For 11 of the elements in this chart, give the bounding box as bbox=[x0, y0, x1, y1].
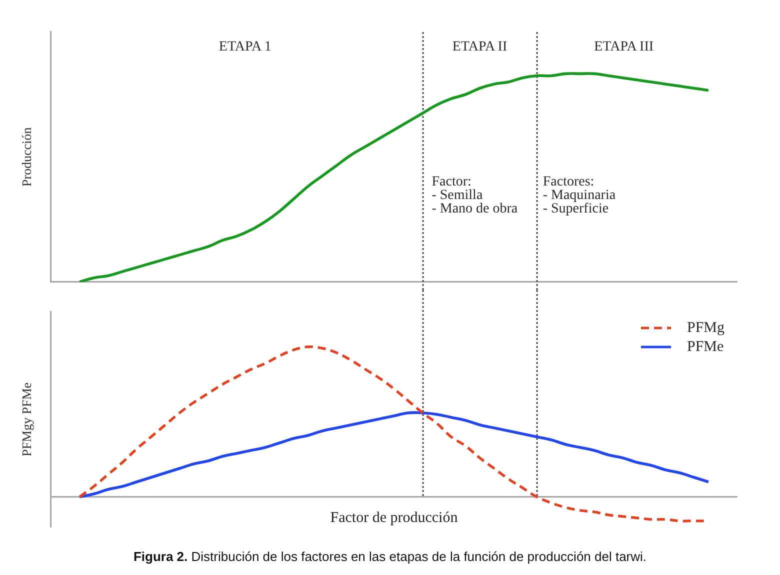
legend-label: PFMe bbox=[687, 338, 724, 355]
text: ETAPA 1 bbox=[218, 40, 272, 55]
text: ETAPA II bbox=[452, 40, 508, 55]
legend-label: PFMg bbox=[687, 320, 726, 336]
annotation: Factores: - Maquinaria - Superficie bbox=[542, 174, 616, 217]
y-axis-title: Producción bbox=[19, 126, 34, 187]
text: ETAPA III bbox=[594, 40, 654, 55]
text: Figura 2. Distribución de los factores en las etapas de la función de producción del tarwi. bbox=[132, 549, 648, 564]
annotation: Factor: - Semilla - Mano de obra bbox=[432, 174, 518, 217]
x-axis-title: Factor de producción bbox=[330, 510, 458, 526]
y-axis-title: PFMgy PFMe bbox=[19, 382, 34, 457]
